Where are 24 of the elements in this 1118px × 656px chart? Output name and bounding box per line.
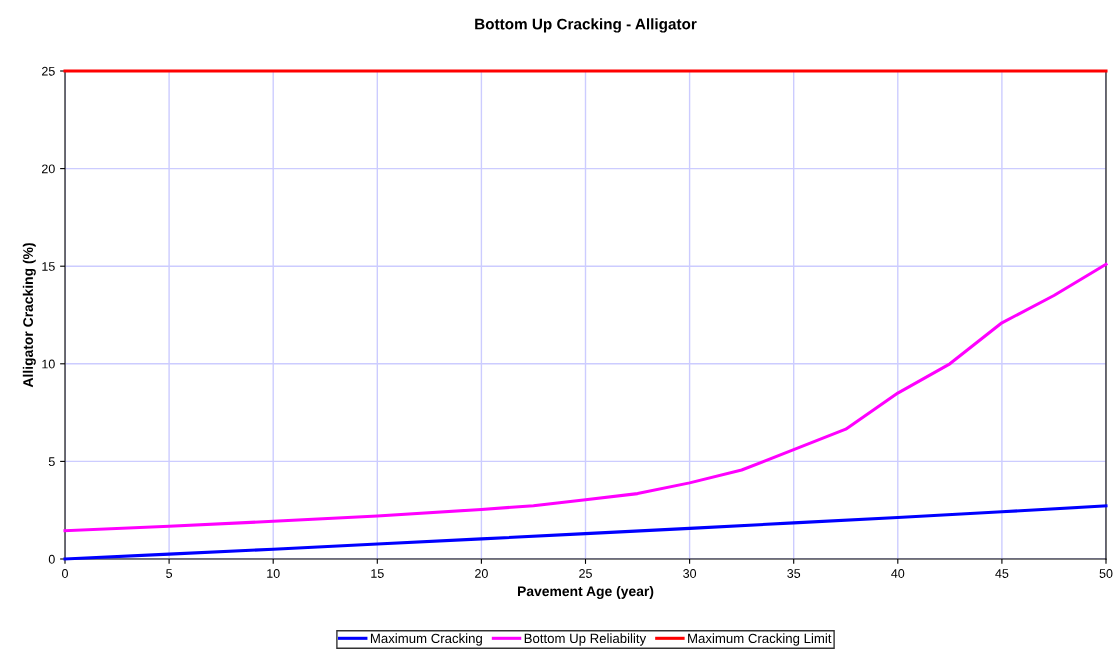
y-tick-label: 15 [42, 262, 55, 271]
x-tick-label: 20 [475, 569, 488, 578]
y-tick-label: 10 [42, 359, 55, 369]
legend-label: Maximum Cracking Limit [688, 633, 832, 646]
x-tick-label: 50 [1099, 569, 1113, 578]
x-tick-label: 25 [579, 569, 592, 578]
legend-label: Maximum Cracking [370, 633, 482, 646]
legend-label: Bottom Up Reliability [524, 633, 647, 646]
x-tick-label: 45 [995, 569, 1009, 578]
y-axis-title: Alligator Cracking (%) [22, 243, 36, 388]
x-tick-label: 40 [891, 569, 905, 578]
chart-title: Bottom Up Cracking - Alligator [475, 18, 697, 33]
x-tick-label: 15 [371, 569, 384, 578]
x-axis-title: Pavement Age (year) [517, 585, 654, 599]
line-series [63, 262, 1108, 533]
y-tick-label: 0 [48, 554, 55, 564]
x-tick-label: 30 [683, 569, 697, 578]
x-tick-label: 35 [787, 569, 801, 578]
x-tick-label: 0 [62, 569, 68, 578]
x-tick-label: 10 [267, 569, 280, 578]
y-tick-label: 20 [42, 164, 55, 174]
y-tick-label: 25 [42, 66, 55, 76]
x-tick-label: 5 [166, 569, 173, 578]
y-tick-label: 5 [48, 457, 55, 467]
